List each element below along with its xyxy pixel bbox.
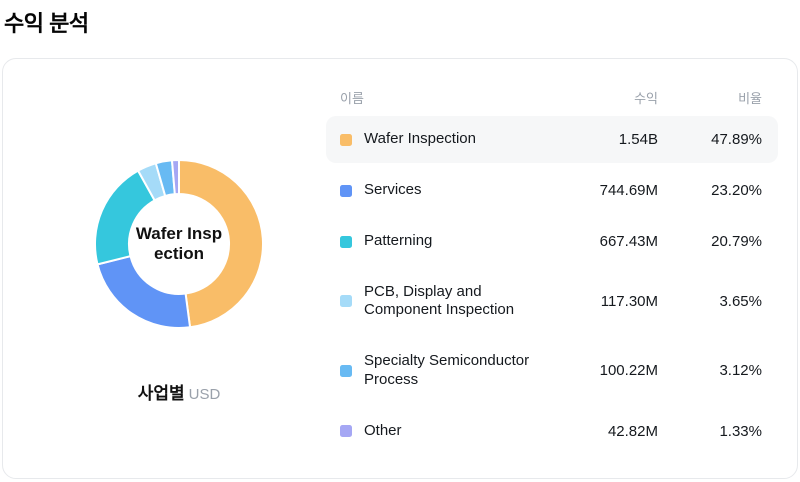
column-header-name: 이름 (340, 90, 364, 106)
segment-ratio: 3.65% (719, 292, 762, 310)
table-row-specialty-semiconductor[interactable]: Specialty Semiconductor Process 100.22M … (326, 335, 778, 406)
segment-label: Services (364, 181, 422, 199)
table-row-patterning[interactable]: Patterning 667.43M 20.79% (326, 216, 778, 267)
legend-swatch (340, 364, 352, 377)
donut-segment[interactable] (96, 254, 192, 329)
segment-revenue: 42.82M (607, 422, 658, 440)
segment-revenue: 667.43M (599, 233, 658, 250)
segments-table: 이름 수익 비율 Wafer Inspection 1.54B 47.89% S… (326, 89, 778, 456)
column-header-ratio: 비율 (738, 90, 762, 106)
revenue-analysis-card: Wafer Insp ection 사업별 USD 이름 수익 비율 Wafer … (2, 58, 798, 479)
chart-caption-unit: USD (188, 386, 221, 403)
segment-ratio: 20.79% (711, 233, 762, 250)
legend-swatch (340, 425, 352, 437)
legend-swatch (340, 133, 352, 146)
legend-swatch (340, 235, 352, 248)
segment-ratio: 23.20% (711, 182, 762, 199)
table-row-services[interactable]: Services 744.69M 23.20% (326, 165, 778, 216)
donut-segment[interactable] (178, 158, 264, 329)
page-title: 수익 분석 (4, 11, 89, 36)
donut-segment[interactable] (170, 158, 180, 196)
segment-label: Other (364, 421, 402, 439)
legend-swatch (340, 184, 352, 197)
segment-revenue: 100.22M (599, 362, 658, 379)
table-header-row: 이름 수익 비율 (326, 89, 778, 106)
segment-revenue: 117.30M (600, 292, 658, 310)
segment-label: Wafer Inspection (364, 130, 476, 148)
chart-caption: 사업별 USD (3, 379, 355, 404)
segment-label: PCB, Display and Component Inspection (364, 282, 515, 318)
segment-ratio: 1.33% (719, 422, 762, 440)
segment-label: Specialty Semiconductor Process (364, 352, 530, 388)
donut-chart[interactable] (91, 156, 267, 332)
chart-caption-label: 사업별 (137, 384, 185, 403)
segment-ratio: 47.89% (711, 131, 762, 148)
legend-swatch (340, 295, 352, 307)
column-header-revenue: 수익 (634, 90, 658, 106)
table-row-other[interactable]: Other 42.82M 1.33% (326, 406, 778, 456)
segment-ratio: 3.12% (719, 362, 762, 379)
table-row-wafer-inspection[interactable]: Wafer Inspection 1.54B 47.89% (326, 116, 778, 163)
segment-label: Patterning (364, 232, 433, 250)
segment-revenue: 1.54B (618, 131, 658, 148)
table-row-pcb-display[interactable]: PCB, Display and Component Inspection 11… (326, 267, 778, 335)
segment-revenue: 744.69M (599, 182, 658, 199)
